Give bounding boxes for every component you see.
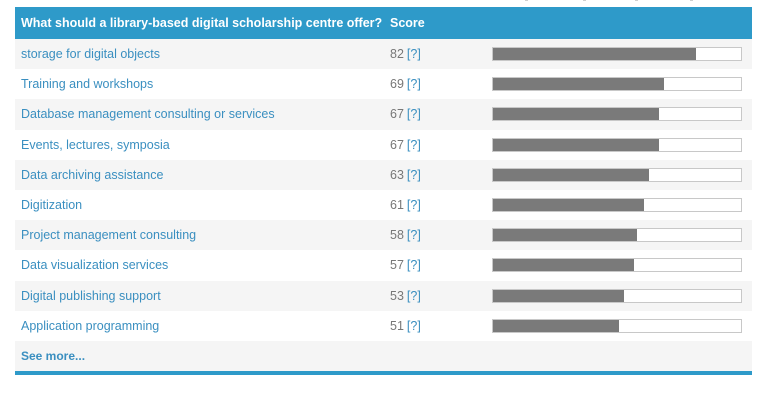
see-more-row: See more... [15, 340, 752, 371]
score-bar-fill [493, 319, 620, 332]
top-edge-marks [525, 0, 695, 3]
footer-bar [15, 370, 752, 375]
score-bar-track [492, 137, 742, 152]
score-value: 67 [390, 107, 404, 122]
score-help-link[interactable]: [?] [406, 167, 421, 182]
score-cell: 53 [?] [390, 289, 421, 303]
score-bar-track [492, 47, 742, 61]
score-bar-fill [493, 108, 660, 121]
table-row: Training and workshops 69 [?] [15, 69, 752, 100]
table-row: Data visualization services 57 [?] [15, 250, 752, 281]
score-bar-fill [493, 289, 625, 302]
score-value: 53 [390, 288, 404, 303]
table-row: Digital publishing support 53 [?] [15, 280, 752, 311]
score-column-heading: Score [390, 16, 425, 30]
score-help-link[interactable]: [?] [406, 318, 421, 333]
score-bar-fill [493, 48, 697, 60]
score-bar-fill [493, 259, 635, 272]
idea-link[interactable]: Events, lectures, symposia [21, 137, 170, 152]
score-value: 82 [390, 47, 404, 61]
score-bar-track [492, 258, 742, 273]
score-bar-track [492, 318, 742, 333]
table-row: Database management consulting or servic… [15, 99, 752, 130]
score-bar-track [492, 228, 742, 243]
score-cell: 51 [?] [390, 319, 421, 333]
results-panel: What should a library-based digital scho… [15, 7, 752, 375]
score-help-link[interactable]: [?] [406, 258, 421, 273]
score-cell: 63 [?] [390, 168, 421, 182]
idea-link[interactable]: Project management consulting [21, 228, 197, 243]
score-value: 51 [390, 318, 404, 333]
score-value: 57 [390, 258, 404, 273]
score-bar-fill [493, 229, 637, 242]
score-help-link[interactable]: [?] [406, 107, 421, 122]
table-row: Digitization 61 [?] [15, 189, 752, 221]
score-cell: 67 [?] [390, 107, 421, 121]
table-row: storage for digital objects 82 [?] [15, 39, 752, 70]
score-help-link[interactable]: [?] [406, 137, 421, 152]
score-cell: 58 [?] [390, 228, 421, 242]
idea-link[interactable]: Application programming [21, 318, 160, 333]
score-bar-track [492, 77, 742, 92]
score-cell: 67 [?] [390, 138, 421, 152]
idea-link[interactable]: Digital publishing support [21, 288, 161, 303]
score-help-link[interactable]: [?] [406, 77, 421, 92]
table-row: Data archiving assistance 63 [?] [15, 159, 752, 190]
score-bar-fill [493, 168, 650, 181]
score-cell: 57 [?] [390, 258, 421, 272]
score-bar-fill [493, 198, 645, 211]
idea-link[interactable]: Digitization [21, 197, 83, 212]
score-bar-track [492, 288, 742, 303]
score-bar-track [492, 197, 742, 212]
score-value: 69 [390, 77, 404, 92]
score-value: 63 [390, 167, 404, 182]
idea-link[interactable]: Data visualization services [21, 258, 169, 273]
idea-link[interactable]: storage for digital objects [21, 47, 160, 61]
table-header: What should a library-based digital scho… [15, 7, 752, 39]
score-cell: 82 [?] [390, 47, 421, 61]
results-list: storage for digital objects 82 [?] Training… [15, 39, 752, 341]
table-row: Events, lectures, symposia 67 [?] [15, 129, 752, 160]
see-more-link[interactable]: See more... [21, 348, 86, 363]
score-cell: 61 [?] [390, 198, 421, 212]
question-heading: What should a library-based digital scho… [21, 16, 383, 30]
score-help-link[interactable]: [?] [406, 47, 421, 61]
idea-link[interactable]: Data archiving assistance [21, 167, 164, 182]
score-value: 58 [390, 228, 404, 243]
score-help-link[interactable]: [?] [406, 197, 421, 212]
idea-link[interactable]: Training and workshops [21, 77, 154, 92]
idea-link[interactable]: Database management consulting or servic… [21, 107, 275, 122]
table-row: Application programming 51 [?] [15, 310, 752, 341]
score-bar-fill [493, 78, 665, 91]
score-bar-track [492, 167, 742, 182]
table-row: Project management consulting 58 [?] [15, 220, 752, 251]
score-bar-track [492, 107, 742, 122]
score-value: 61 [390, 197, 404, 212]
score-bar-fill [493, 138, 660, 151]
score-help-link[interactable]: [?] [406, 288, 421, 303]
score-value: 67 [390, 137, 404, 152]
score-help-link[interactable]: [?] [406, 228, 421, 243]
score-cell: 69 [?] [390, 77, 421, 91]
